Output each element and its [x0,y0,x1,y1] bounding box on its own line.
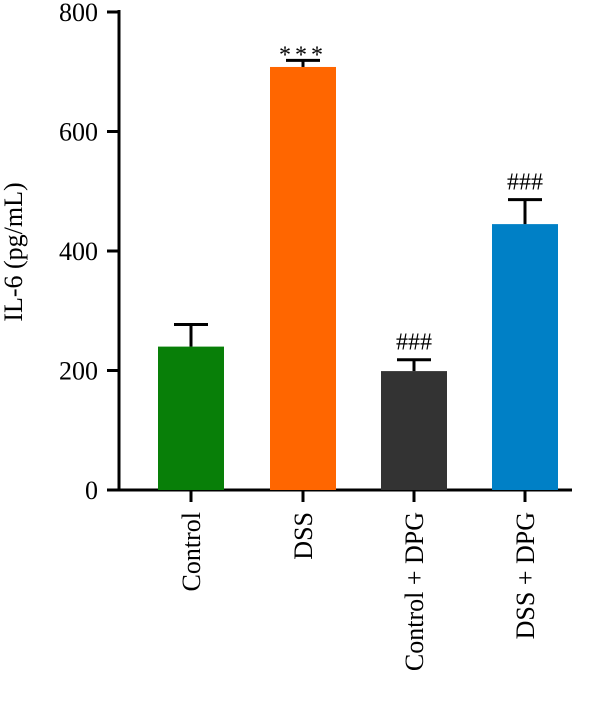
significance-label: ### [396,330,432,356]
x-tick-label: DSS [289,512,318,560]
x-tick-label: DSS + DPG [511,512,540,639]
y-tick-label: 0 [85,476,98,505]
bar [270,66,336,490]
bar [381,371,447,490]
x-tick-label: Control [177,512,206,591]
bars [158,66,558,491]
significance-label: ### [507,170,543,196]
significance-annotations: *** ### ### [279,42,543,355]
bar [158,346,224,490]
category-labels: Control DSS Control + DPG DSS + DPG [177,512,540,671]
x-tick-label: Control + DPG [400,512,429,671]
y-tick-label: 800 [59,0,98,27]
y-tick-label: 200 [59,357,98,386]
y-axis-label: IL-6 (pg/mL) [0,182,28,321]
y-tick-label: 600 [59,118,98,147]
y-tick-label: 400 [59,237,98,266]
bar [492,224,558,491]
significance-label: *** [279,42,327,68]
error-bars [174,58,542,372]
